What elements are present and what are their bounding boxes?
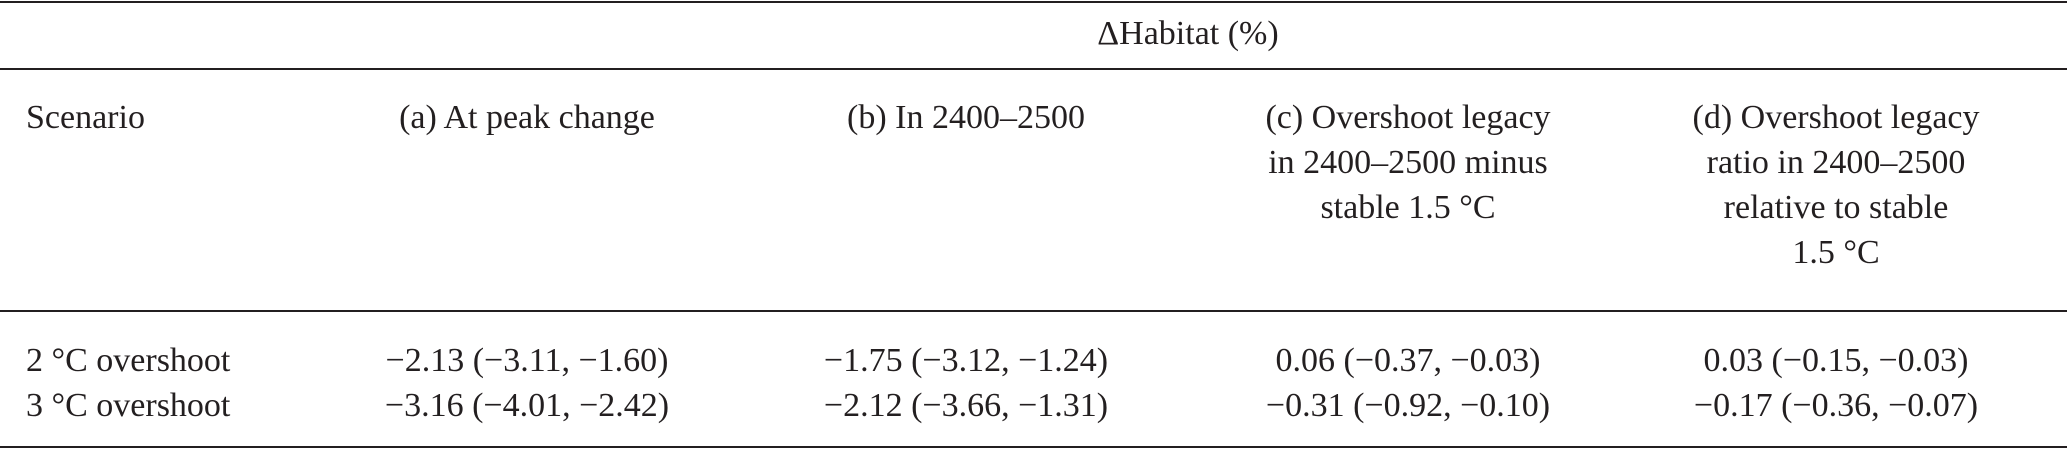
- top-rule: [0, 1, 2067, 3]
- cell-a: −3.16 (−4.01, −2.42): [384, 387, 670, 424]
- cell-a: −2.13 (−3.11, −1.60): [385, 342, 669, 379]
- cell-b: −1.75 (−3.12, −1.24): [823, 342, 1109, 379]
- cell-scenario: 3 °C overshoot: [26, 387, 231, 424]
- header-b: (b) In 2400–2500: [847, 99, 1085, 136]
- cell-c: −0.31 (−0.92, −0.10): [1265, 387, 1551, 424]
- cell-c: 0.06 (−0.37, −0.03): [1275, 342, 1541, 379]
- header-d-line: ratio in 2400–2500: [1706, 144, 1966, 181]
- cell-scenario: 2 °C overshoot: [26, 342, 231, 379]
- header-d-line: (d) Overshoot legacy: [1692, 99, 1980, 136]
- group-header: ΔHabitat (%): [1097, 15, 1279, 52]
- bottom-rule: [0, 446, 2067, 448]
- header-a: (a) At peak change: [399, 99, 655, 136]
- header-c-line: stable 1.5 °C: [1320, 189, 1496, 226]
- header-scenario: Scenario: [26, 99, 145, 136]
- header-d-line: 1.5 °C: [1792, 234, 1880, 271]
- group-rule: [0, 68, 2067, 70]
- cell-b: −2.12 (−3.66, −1.31): [823, 387, 1109, 424]
- header-c-line: (c) Overshoot legacy: [1265, 99, 1551, 136]
- header-d-line: relative to stable: [1723, 189, 1949, 226]
- header-rule: [0, 310, 2067, 312]
- cell-d: 0.03 (−0.15, −0.03): [1703, 342, 1969, 379]
- cell-d: −0.17 (−0.36, −0.07): [1693, 387, 1979, 424]
- header-c-line: in 2400–2500 minus: [1268, 144, 1548, 181]
